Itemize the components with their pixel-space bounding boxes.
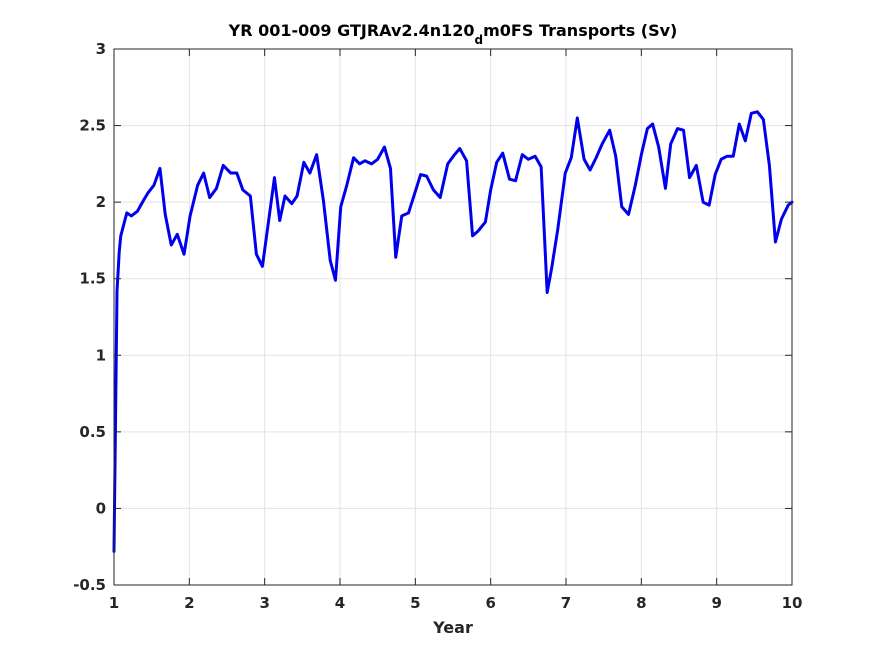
y-tick-label: 2.5 <box>79 117 106 135</box>
x-tick-label: 9 <box>711 594 721 612</box>
x-axis-label: Year <box>432 618 473 637</box>
series-line <box>112 110 794 553</box>
x-axis-ticks: 1 2 3 4 5 6 7 8 9 10 <box>109 49 803 612</box>
y-tick-label: 2 <box>96 193 106 211</box>
y-axis-ticks: -0.5 0 0.5 1 1.5 2 2.5 3 <box>73 40 792 594</box>
plot-area: 1 2 3 4 5 6 7 8 9 10 -0.5 0 0.5 1 1.5 2 2.5 3 <box>73 40 802 612</box>
y-tick-label: 1.5 <box>79 270 106 288</box>
chart-title-suffix: m0FS Transports (Sv) <box>483 21 677 40</box>
chart-title-prefix: YR 001-009 GTJRAv2.4n120 <box>228 21 475 40</box>
y-tick-label: -0.5 <box>73 576 106 594</box>
y-tick-label: 0.5 <box>79 423 106 441</box>
plot-background <box>114 49 792 585</box>
x-tick-label: 10 <box>782 594 803 612</box>
y-tick-label: 1 <box>96 346 106 364</box>
y-tick-label: 3 <box>96 40 106 58</box>
chart-title: YR 001-009 GTJRAv2.4n120dm0FS Transports… <box>228 21 678 47</box>
y-tick-label: 0 <box>96 499 106 517</box>
x-tick-label: 7 <box>561 594 571 612</box>
x-tick-label: 6 <box>485 594 495 612</box>
x-tick-label: 4 <box>335 594 345 612</box>
x-tick-label: 5 <box>410 594 420 612</box>
x-tick-label: 1 <box>109 594 119 612</box>
x-tick-label: 2 <box>184 594 194 612</box>
chart-title-subscript: d <box>475 33 484 47</box>
x-tick-label: 3 <box>259 594 269 612</box>
x-tick-label: 8 <box>636 594 646 612</box>
axes-box <box>113 48 793 586</box>
